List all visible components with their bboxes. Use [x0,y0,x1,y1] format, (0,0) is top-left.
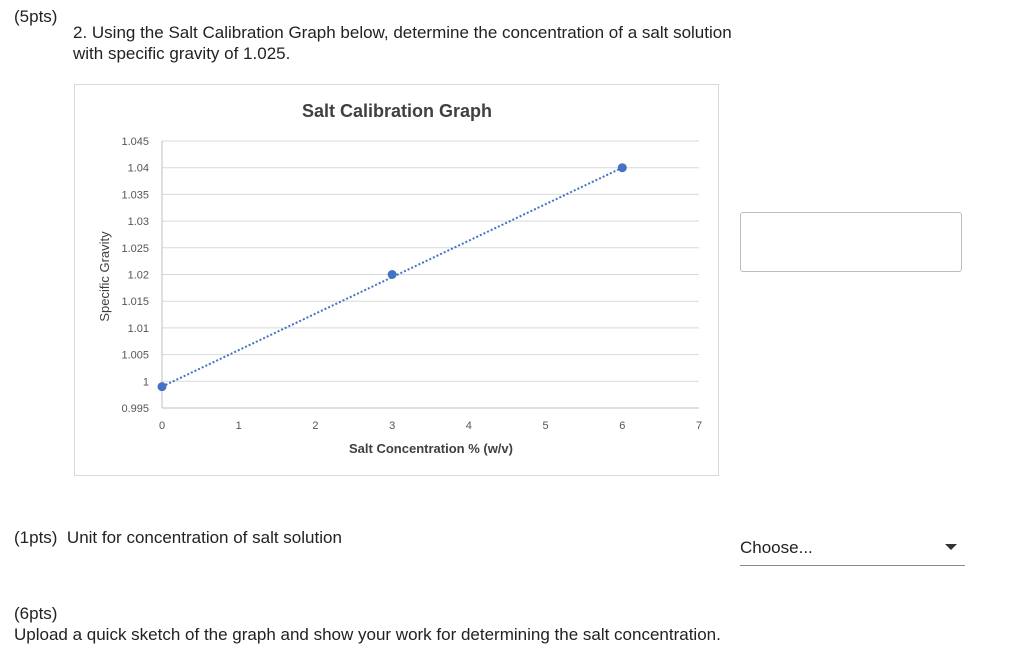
x-tick-label: 4 [466,420,472,432]
y-tick-label: 1.005 [121,350,149,362]
x-tick-label: 1 [236,420,242,432]
chart-title: Salt Calibration Graph [302,101,492,121]
trendline [161,166,623,388]
upload-points: (6pts) [14,604,58,623]
data-point [617,163,627,173]
chart-svg: Salt Calibration Graph 0.995 1 1.005 1.01 1.0… [97,101,702,456]
salt-calibration-chart: Salt Calibration Graph 0.995 1 1.005 1.01 1.0… [74,84,719,476]
y-tick-label: 1.02 [128,270,149,282]
unit-select[interactable]: Choose... [740,534,965,566]
data-point [387,270,397,279]
y-axis-label: Specific Gravity [97,231,112,322]
y-tick-label: 1.015 [121,296,149,308]
unit-points: (1pts) [14,528,58,547]
chevron-down-icon [945,544,957,550]
x-tick-label: 0 [159,420,165,432]
y-tick-label: 1.045 [121,136,149,148]
y-tick-label: 1.01 [128,323,149,335]
unit-select-value: Choose... [740,538,813,557]
x-axis-label: Salt Concentration % (w/v) [349,441,513,456]
data-point [157,382,167,392]
x-tick-label: 5 [543,420,549,432]
x-tick-label: 7 [696,420,702,432]
x-tick-label: 6 [619,420,625,432]
question-points: (5pts) [14,7,58,26]
y-tick-label: 1 [143,376,149,388]
y-tick-label: 0.995 [121,403,149,415]
y-tick-label: 1.03 [128,216,149,228]
y-tick-label: 1.04 [128,163,149,175]
unit-label: Unit for concentration of salt solution [66,528,342,547]
upload-instructions: Upload a quick sketch of the graph and s… [14,625,721,644]
x-tick-label: 2 [312,420,318,432]
answer-input[interactable] [740,212,962,272]
unit-question: (1pts) Unit for concentration of salt so… [14,528,342,548]
y-tick-label: 1.025 [121,243,149,255]
question-text: 2. Using the Salt Calibration Graph belo… [73,23,732,63]
y-tick-label: 1.035 [121,189,149,201]
x-tick-label: 3 [389,420,395,432]
